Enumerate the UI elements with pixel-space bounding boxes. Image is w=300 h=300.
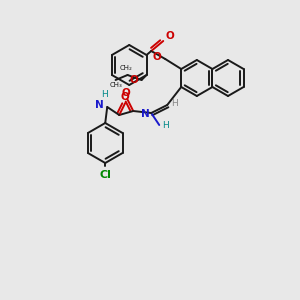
Text: N: N [95,100,103,110]
Text: CH₃: CH₃ [109,82,122,88]
Text: O: O [130,75,139,85]
Text: O: O [122,88,130,98]
Text: H: H [101,90,108,99]
Text: Cl: Cl [99,170,111,180]
Text: H: H [171,100,178,109]
Text: N: N [142,109,150,119]
Text: O: O [121,92,130,102]
Text: CH₂: CH₂ [120,65,133,71]
Text: O: O [165,31,174,41]
Text: H: H [162,121,169,130]
Text: O: O [152,52,161,62]
